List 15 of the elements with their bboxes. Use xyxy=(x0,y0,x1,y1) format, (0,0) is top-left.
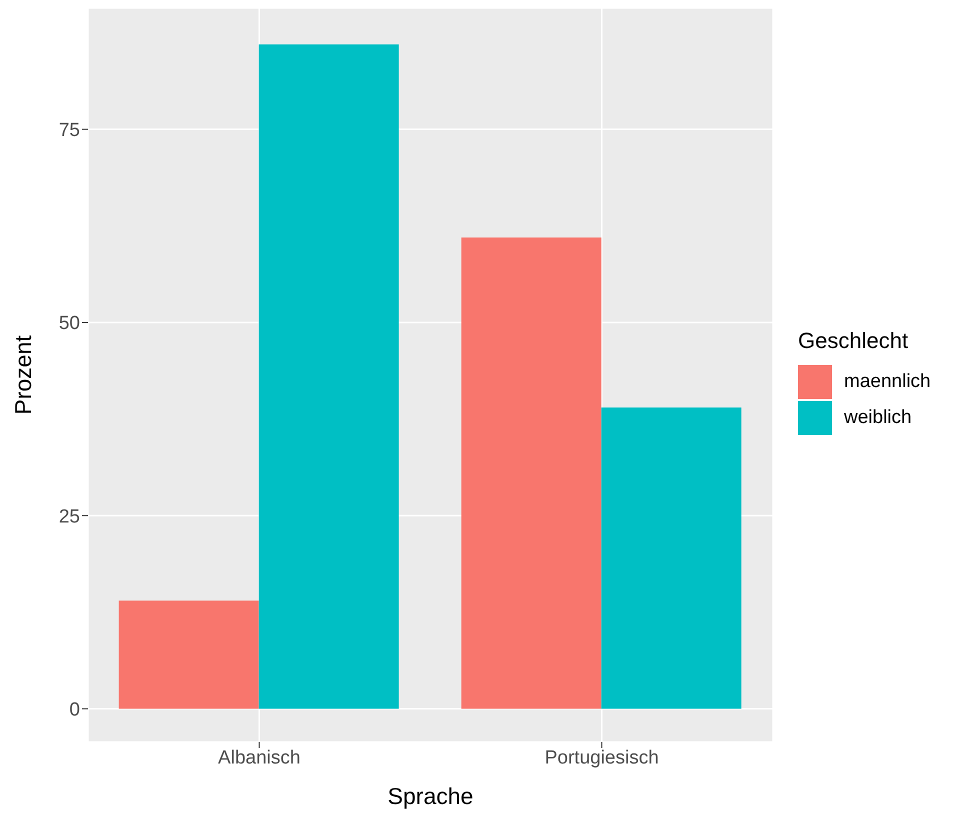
bar xyxy=(118,600,259,709)
bar xyxy=(601,407,742,709)
y-tick-label: 25 xyxy=(58,506,80,528)
bar xyxy=(258,44,399,709)
y-axis-title: Prozent xyxy=(10,334,36,415)
y-tick-label: 75 xyxy=(58,120,80,142)
legend-title: Geschlecht xyxy=(798,328,910,354)
x-tick-label: Albanisch xyxy=(218,747,300,768)
y-tick-label: 50 xyxy=(58,313,80,334)
legend-label: maennlich xyxy=(844,371,931,393)
legend-label: weiblich xyxy=(844,407,912,429)
y-tick-label: 0 xyxy=(69,700,80,721)
x-tick-label: Portugiesisch xyxy=(544,747,659,768)
bar xyxy=(461,237,602,709)
x-axis-title: Sprache xyxy=(388,783,474,809)
